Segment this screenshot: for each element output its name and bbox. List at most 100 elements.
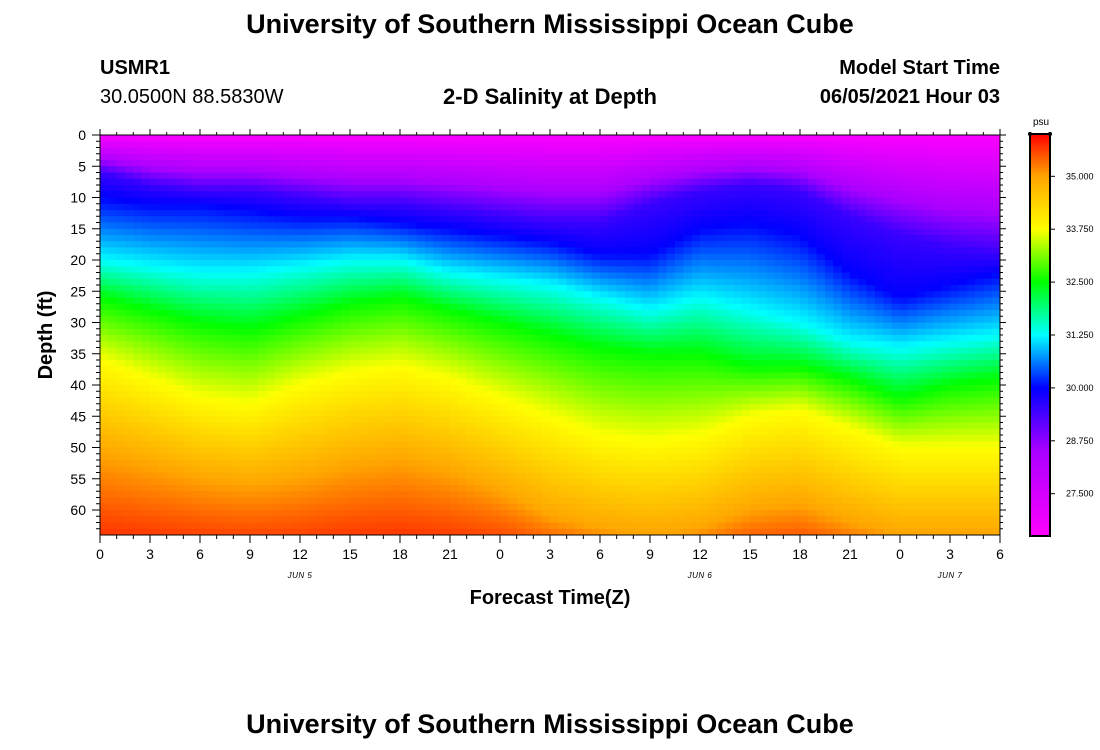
heatmap-cell	[625, 366, 634, 374]
heatmap-cell	[250, 453, 259, 461]
heatmap-cell	[533, 522, 543, 530]
heatmap-cell	[408, 253, 418, 261]
heatmap-cell	[658, 253, 668, 261]
heatmap-cell	[183, 147, 193, 155]
heatmap-cell	[116, 328, 126, 336]
heatmap-cell	[525, 310, 534, 317]
heatmap-cell	[225, 428, 234, 436]
heatmap-cell	[150, 178, 159, 186]
heatmap-cell	[608, 266, 618, 274]
heatmap-cell	[241, 147, 251, 155]
heatmap-cell	[683, 491, 693, 499]
heatmap-cell	[608, 247, 618, 255]
heatmap-cell	[150, 466, 159, 474]
heatmap-cell	[158, 285, 168, 292]
heatmap-cell	[366, 235, 376, 242]
heatmap-cell	[175, 160, 184, 167]
heatmap-cell	[241, 266, 251, 274]
heatmap-cell	[233, 478, 243, 486]
heatmap-cell	[525, 222, 534, 230]
heatmap-cell	[450, 497, 459, 505]
heatmap-cell	[741, 228, 751, 236]
heatmap-cell	[491, 460, 501, 467]
heatmap-cell	[175, 141, 184, 149]
heatmap-cell	[300, 491, 309, 499]
heatmap-cell	[508, 185, 518, 192]
heatmap-cell	[400, 422, 409, 430]
heatmap-cell	[266, 203, 276, 211]
heatmap-cell	[441, 235, 451, 242]
heatmap-cell	[525, 253, 534, 261]
heatmap-cell	[183, 141, 193, 149]
heatmap-cell	[225, 135, 234, 142]
heatmap-cell	[475, 478, 484, 486]
heatmap-cell	[575, 466, 584, 474]
heatmap-cell	[483, 516, 493, 524]
heatmap-cell	[283, 185, 293, 192]
heatmap-cell	[475, 441, 484, 449]
heatmap-cell	[433, 478, 443, 486]
heatmap-cell	[416, 266, 426, 274]
heatmap-cell	[391, 278, 401, 286]
heatmap-cell	[450, 316, 459, 324]
heatmap-cell	[150, 172, 159, 180]
heatmap-cell	[708, 522, 718, 530]
heatmap-cell	[525, 197, 534, 205]
heatmap-cell	[400, 210, 409, 217]
heatmap-cell	[483, 435, 493, 442]
heatmap-cell	[441, 160, 451, 167]
heatmap-cell	[291, 428, 301, 436]
heatmap-cell	[533, 478, 543, 486]
heatmap-cell	[516, 291, 526, 299]
heatmap-cell	[608, 528, 618, 535]
heatmap-cell	[150, 266, 159, 274]
heatmap-cell	[283, 197, 293, 205]
heatmap-cell	[650, 197, 659, 205]
heatmap-cell	[200, 172, 209, 180]
heatmap-cell	[500, 322, 509, 330]
heatmap-cell	[433, 428, 443, 436]
heatmap-cell	[541, 235, 551, 242]
heatmap-cell	[325, 216, 334, 224]
heatmap-cell	[133, 485, 143, 492]
heatmap-cell	[416, 253, 426, 261]
heatmap-cell	[308, 397, 318, 405]
heatmap-cell	[158, 453, 168, 461]
heatmap-cell	[425, 403, 434, 411]
heatmap-cell	[691, 303, 701, 311]
heatmap-cell	[341, 135, 351, 142]
heatmap-cell	[250, 416, 259, 424]
heatmap-cell	[266, 210, 276, 217]
heatmap-cell	[425, 272, 434, 280]
heatmap-cell	[716, 316, 726, 324]
heatmap-cell	[191, 410, 201, 417]
heatmap-cell	[200, 391, 209, 399]
heatmap-cell	[408, 247, 418, 255]
heatmap-cell	[283, 166, 293, 174]
heatmap-cell	[433, 291, 443, 299]
heatmap-cell	[641, 322, 651, 330]
heatmap-cell	[583, 272, 593, 280]
heatmap-cell	[458, 291, 468, 299]
heatmap-cell	[625, 178, 634, 186]
heatmap-cell	[550, 335, 559, 342]
heatmap-cell	[708, 197, 718, 205]
heatmap-cell	[133, 478, 143, 486]
heatmap-cell	[333, 228, 343, 236]
heatmap-cell	[200, 372, 209, 380]
heatmap-cell	[608, 272, 618, 280]
heatmap-cell	[391, 185, 401, 192]
heatmap-cell	[125, 235, 134, 242]
heatmap-cell	[100, 347, 109, 355]
heatmap-cell	[733, 210, 743, 217]
heatmap-cell	[108, 341, 118, 349]
heatmap-cell	[608, 491, 618, 499]
heatmap-cell	[283, 266, 293, 274]
heatmap-cell	[425, 297, 434, 305]
heatmap-cell	[308, 491, 318, 499]
heatmap-cell	[708, 372, 718, 380]
heatmap-cell	[666, 403, 676, 411]
heatmap-cell	[400, 285, 409, 292]
heatmap-cell	[158, 291, 168, 299]
heatmap-cell	[233, 422, 243, 430]
